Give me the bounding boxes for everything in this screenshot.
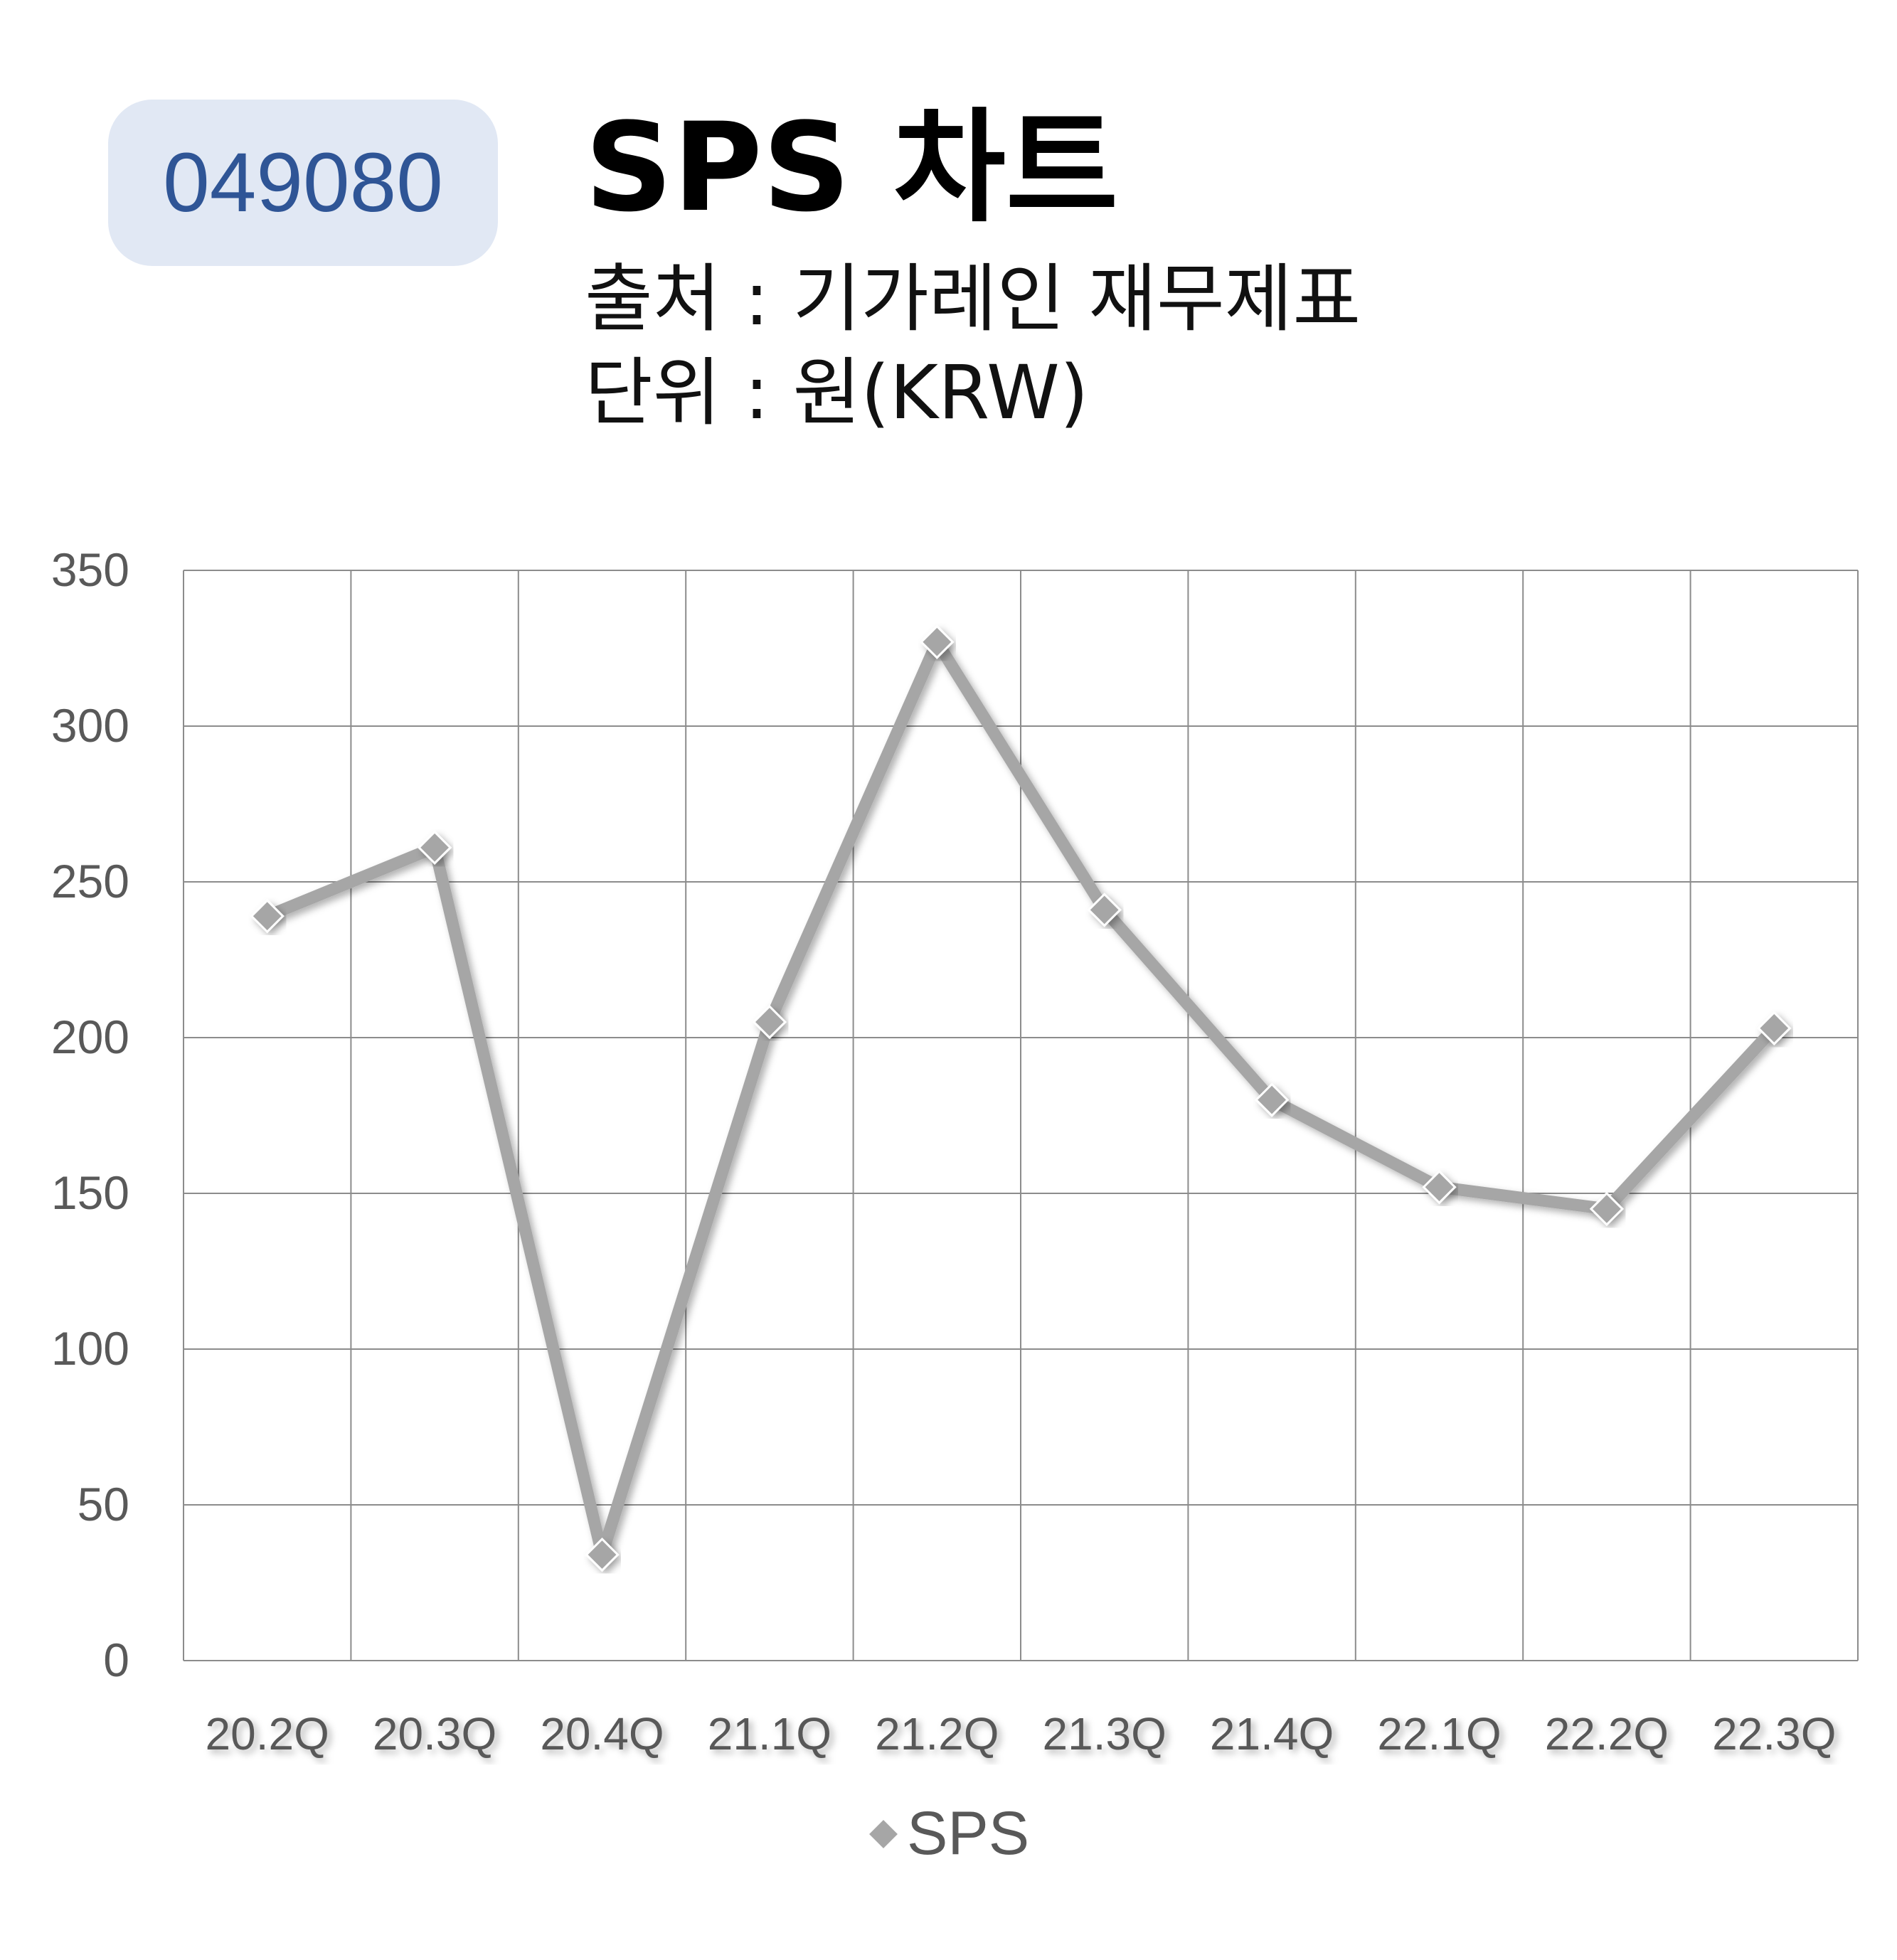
x-tick-label: 22.1Q xyxy=(1377,1708,1501,1759)
x-tick-label: 21.4Q xyxy=(1210,1708,1334,1759)
unit-label: 단위 : 원(KRW) xyxy=(585,349,1089,436)
y-tick-label: 100 xyxy=(51,1322,129,1375)
data-point-marker xyxy=(1422,1170,1457,1205)
legend-label-sps: SPS xyxy=(907,1799,1029,1868)
chart-title: SPS 차트 xyxy=(585,96,1119,239)
data-point-marker xyxy=(585,1537,620,1572)
y-tick-label: 200 xyxy=(51,1011,129,1063)
x-tick-label: 21.1Q xyxy=(708,1708,831,1759)
x-tick-label: 21.2Q xyxy=(875,1708,999,1759)
data-point-marker xyxy=(417,830,452,865)
x-tick-label: 20.4Q xyxy=(540,1708,664,1759)
series-line-sps xyxy=(261,636,1780,1561)
x-tick-label: 22.3Q xyxy=(1712,1708,1836,1759)
data-point-marker xyxy=(1757,1011,1792,1045)
series-sps xyxy=(250,624,1792,1572)
data-point-marker xyxy=(752,1004,787,1040)
y-tick-label: 50 xyxy=(78,1478,129,1530)
data-point-marker xyxy=(1589,1191,1625,1227)
data-point-marker xyxy=(920,624,955,659)
x-tick-label: 22.2Q xyxy=(1545,1708,1669,1759)
y-tick-label: 300 xyxy=(51,699,129,752)
y-tick-label: 150 xyxy=(51,1166,129,1219)
y-tick-label: 250 xyxy=(51,855,129,907)
source-label: 출처 : 기가레인 재무제표 xyxy=(585,255,1361,342)
data-point-marker xyxy=(250,899,285,934)
y-axis-tick-labels: 0 50 100 150 200 250 300 350 xyxy=(51,543,129,1686)
x-axis-tick-labels: 20.2Q 20.3Q 20.4Q 21.1Q 21.2Q 21.3Q 21.4Q 22.1Q… xyxy=(206,1708,1837,1759)
y-tick-label: 350 xyxy=(51,543,129,596)
x-tick-label: 20.2Q xyxy=(206,1708,329,1759)
data-point-marker xyxy=(1254,1082,1290,1117)
grid-lines xyxy=(183,570,1859,1661)
legend: SPS xyxy=(866,1799,1029,1868)
x-tick-label: 20.3Q xyxy=(373,1708,496,1759)
x-tick-label: 21.3Q xyxy=(1043,1708,1167,1759)
y-tick-label: 0 xyxy=(103,1634,129,1686)
data-point-marker xyxy=(1087,893,1122,927)
stock-code-badge: 049080 xyxy=(108,100,498,266)
legend-marker-diamond xyxy=(866,1816,901,1852)
